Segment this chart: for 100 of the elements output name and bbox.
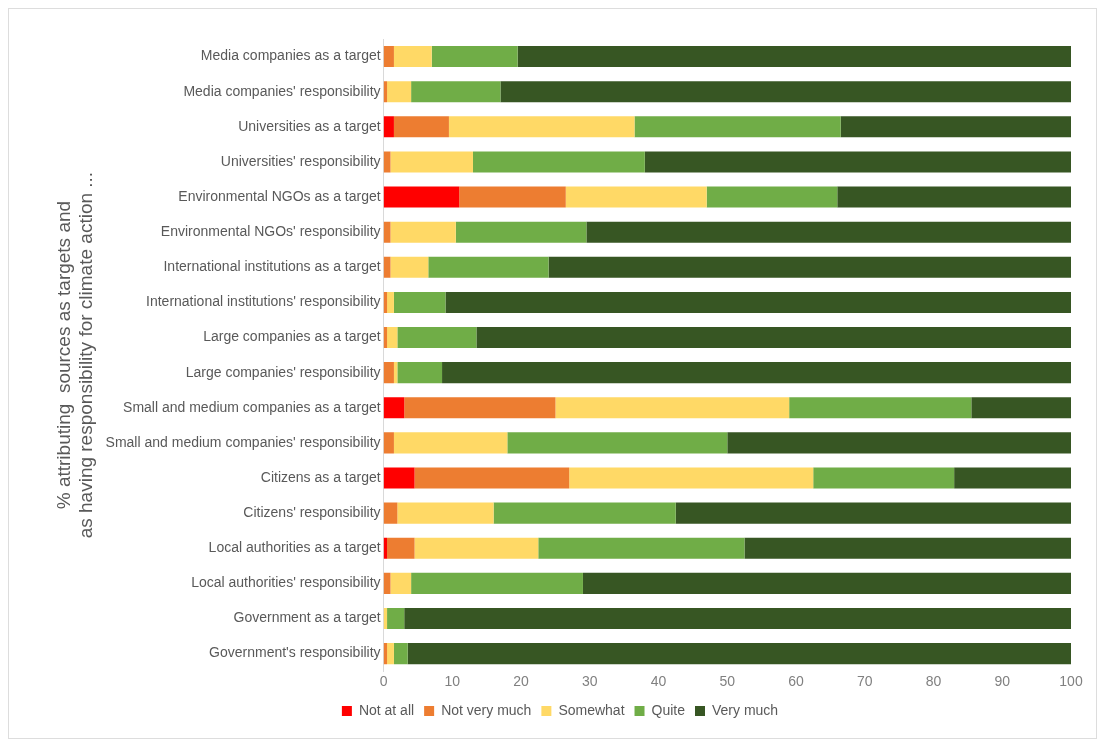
bar bbox=[445, 291, 1071, 313]
bar bbox=[393, 116, 449, 138]
y-tick-label: Citizens as a target bbox=[260, 468, 381, 485]
bar bbox=[387, 81, 412, 103]
y-tick-label: Environmental NGOs' responsibility bbox=[160, 223, 381, 240]
bar bbox=[517, 46, 1071, 68]
x-tick-label: 20 bbox=[513, 673, 530, 690]
bar bbox=[383, 46, 394, 68]
bar bbox=[744, 537, 1071, 559]
bar bbox=[837, 186, 1071, 208]
x-tick-label: 30 bbox=[582, 673, 598, 690]
x-tick-label: 70 bbox=[857, 673, 873, 690]
bar bbox=[404, 397, 556, 419]
bar bbox=[548, 256, 1071, 278]
bar bbox=[555, 397, 790, 419]
bar bbox=[383, 432, 394, 454]
y-tick-label: Government as a target bbox=[233, 609, 381, 626]
bar bbox=[383, 467, 415, 489]
y-axis-title: % attributing sources as targets and as having responsibility for climate action ... bbox=[52, 171, 97, 539]
bar bbox=[813, 467, 955, 489]
bar bbox=[706, 186, 838, 208]
y-tick-label: Small and medium companies' responsibility bbox=[105, 433, 381, 450]
bar bbox=[448, 116, 635, 138]
x-tick-label: 50 bbox=[719, 673, 736, 690]
y-tick-label: Environmental NGOs as a target bbox=[178, 187, 381, 204]
bar bbox=[397, 362, 443, 384]
bar bbox=[393, 643, 408, 665]
bar bbox=[538, 537, 745, 559]
bar bbox=[387, 327, 398, 349]
y-tick-label: Government's responsibility bbox=[209, 644, 381, 661]
bar bbox=[727, 432, 1071, 454]
bar bbox=[455, 221, 587, 243]
y-tick-label: International institutions as a target bbox=[163, 258, 381, 275]
y-tick-label: Citizens' responsibility bbox=[243, 504, 381, 521]
bar bbox=[565, 186, 707, 208]
bar bbox=[390, 572, 412, 594]
x-tick-label: 90 bbox=[994, 673, 1011, 690]
bar bbox=[507, 432, 728, 454]
bar bbox=[397, 327, 477, 349]
bar bbox=[675, 502, 1071, 524]
y-tick-label: Universities as a target bbox=[238, 117, 381, 134]
x-tick-label: 80 bbox=[925, 673, 942, 690]
y-tick-label: Local authorities as a target bbox=[208, 539, 381, 556]
y-tick-label: Universities' responsibility bbox=[220, 152, 381, 169]
bar bbox=[500, 81, 1071, 103]
bar bbox=[586, 221, 1071, 243]
bar bbox=[383, 397, 405, 419]
bar bbox=[971, 397, 1071, 419]
bar bbox=[789, 397, 972, 419]
bar bbox=[390, 256, 429, 278]
y-tick-label: Large companies' responsibility bbox=[185, 363, 381, 380]
bar bbox=[442, 362, 1071, 384]
y-tick-label: Large companies as a target bbox=[203, 328, 381, 345]
bar bbox=[390, 221, 456, 243]
x-tick-label: 40 bbox=[650, 673, 667, 690]
bar bbox=[390, 151, 473, 173]
bar bbox=[431, 46, 518, 68]
bar bbox=[493, 502, 676, 524]
y-tick-label: International institutions' responsibility bbox=[146, 293, 381, 310]
bar bbox=[407, 643, 1071, 665]
legend-label: Not very much bbox=[441, 701, 532, 718]
bar bbox=[840, 116, 1071, 138]
bar bbox=[644, 151, 1071, 173]
bar bbox=[393, 432, 508, 454]
bar bbox=[582, 572, 1071, 594]
bar bbox=[387, 537, 415, 559]
bar bbox=[459, 186, 566, 208]
bar bbox=[393, 46, 432, 68]
bar bbox=[383, 362, 394, 384]
bar bbox=[411, 81, 501, 103]
legend-label: Somewhat bbox=[558, 701, 625, 718]
bar bbox=[414, 467, 570, 489]
legend-label: Very much bbox=[711, 701, 779, 718]
bar bbox=[411, 572, 583, 594]
bar bbox=[404, 607, 1071, 630]
x-tick-label: 10 bbox=[444, 673, 461, 690]
bar bbox=[414, 537, 539, 559]
bar bbox=[383, 502, 398, 524]
bar bbox=[383, 116, 394, 138]
legend-label: Not at all bbox=[358, 701, 415, 718]
x-tick-label: 100 bbox=[1059, 673, 1083, 690]
y-tick-label: Small and medium companies as a target bbox=[123, 398, 381, 415]
bar bbox=[383, 186, 460, 208]
bar bbox=[387, 643, 394, 665]
bar bbox=[428, 256, 549, 278]
bar bbox=[387, 607, 405, 630]
bar bbox=[397, 502, 494, 524]
bar bbox=[393, 291, 446, 313]
bar bbox=[472, 151, 645, 173]
x-tick-label: 60 bbox=[788, 673, 805, 690]
y-tick-label: Local authorities' responsibility bbox=[191, 574, 381, 591]
legend-label: Quite bbox=[651, 701, 686, 718]
y-tick-label: Media companies as a target bbox=[200, 47, 381, 64]
x-tick-label: 0 bbox=[379, 673, 388, 690]
bar bbox=[634, 116, 841, 138]
bar bbox=[569, 467, 814, 489]
bar bbox=[954, 467, 1071, 489]
bar bbox=[387, 291, 394, 313]
bar bbox=[476, 327, 1071, 349]
y-tick-label: Media companies' responsibility bbox=[183, 82, 381, 99]
